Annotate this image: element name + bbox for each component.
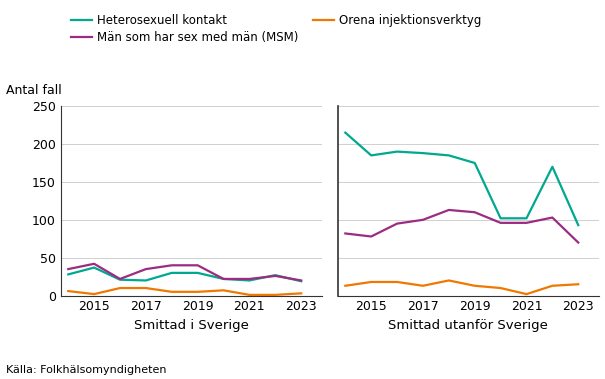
X-axis label: Smittad utanför Sverige: Smittad utanför Sverige xyxy=(388,319,548,332)
Legend: Heterosexuell kontakt, Män som har sex med män (MSM), Orena injektionsverktyg: Heterosexuell kontakt, Män som har sex m… xyxy=(67,10,486,49)
Text: Källa: Folkhälsomyndigheten: Källa: Folkhälsomyndigheten xyxy=(6,365,166,375)
X-axis label: Smittad i Sverige: Smittad i Sverige xyxy=(134,319,249,332)
Text: Antal fall: Antal fall xyxy=(6,84,62,97)
